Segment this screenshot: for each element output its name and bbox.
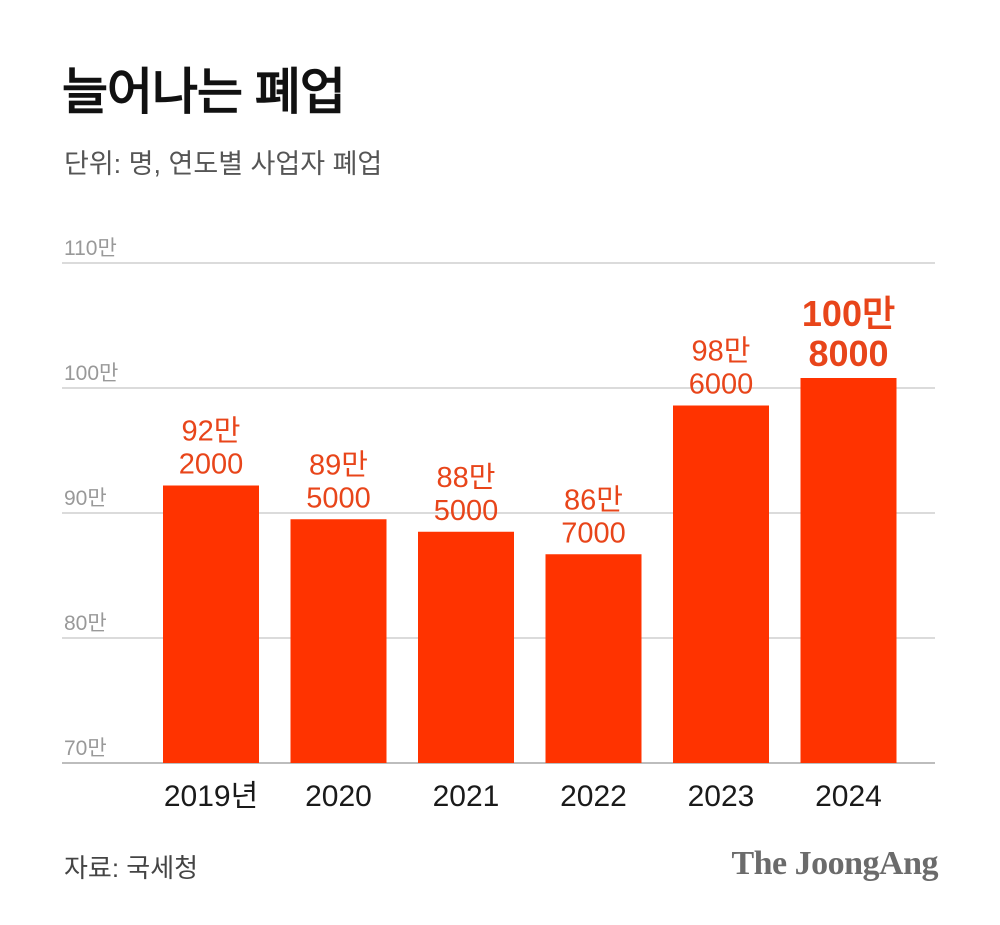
y-tick-label: 100만 xyxy=(64,362,118,385)
bar xyxy=(673,405,769,763)
data-label: 98만 xyxy=(692,336,751,368)
y-tick-label: 90만 xyxy=(64,487,107,510)
data-label: 89만 xyxy=(309,449,368,481)
page-title: 늘어나는 폐업 xyxy=(62,64,346,120)
data-label: 7000 xyxy=(561,517,626,549)
y-tick-label: 70만 xyxy=(64,737,107,760)
x-tick-label: 2020 xyxy=(305,780,372,813)
data-label: 6000 xyxy=(689,369,754,401)
bar xyxy=(163,485,259,763)
x-tick-label: 2019년 xyxy=(164,780,258,813)
data-label: 86만 xyxy=(564,484,623,516)
source-note: 자료: 국세청 xyxy=(64,853,199,883)
data-label: 5000 xyxy=(306,482,371,514)
bar xyxy=(545,554,642,763)
data-label: 100만 xyxy=(802,293,895,334)
bar xyxy=(800,378,897,763)
x-tick-label: 2022 xyxy=(560,780,627,813)
data-label: 88만 xyxy=(437,462,496,494)
chart-subtitle: 단위: 명, 연도별 사업자 폐업 xyxy=(64,149,383,179)
data-label: 2000 xyxy=(179,449,244,481)
data-label: 5000 xyxy=(434,495,499,527)
brand-logo: The JoongAng xyxy=(731,845,938,882)
data-label: 92만 xyxy=(182,416,241,448)
bar xyxy=(290,519,387,763)
x-tick-label: 2024 xyxy=(815,780,882,813)
y-tick-label: 80만 xyxy=(64,612,107,635)
y-tick-label: 110만 xyxy=(64,237,117,260)
data-label: 8000 xyxy=(808,333,888,374)
x-tick-label: 2023 xyxy=(688,780,755,813)
bar xyxy=(418,531,514,763)
x-tick-label: 2021 xyxy=(433,780,500,813)
